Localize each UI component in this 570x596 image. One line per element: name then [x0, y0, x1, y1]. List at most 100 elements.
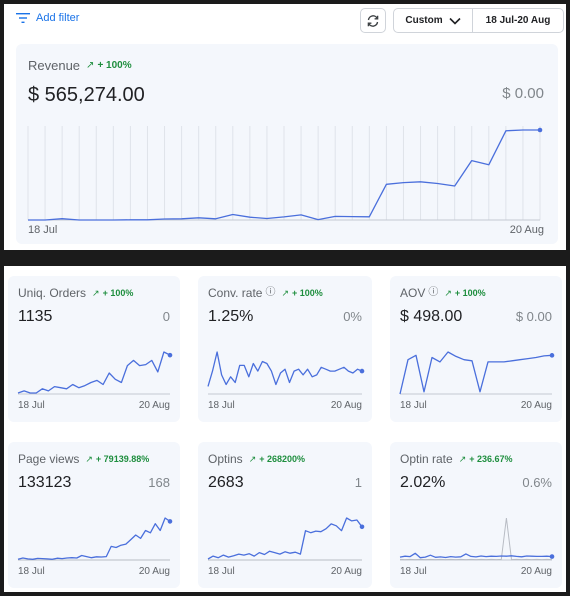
range-mode-label: Custom — [405, 15, 443, 26]
metric-value: 1.25% — [208, 308, 254, 325]
metric-axis-start: 18 Jul — [400, 566, 427, 577]
metric-axis-end: 20 Aug — [520, 566, 552, 577]
refresh-button[interactable] — [360, 8, 386, 33]
bottom-panel: Uniq. Orders ↗ + 100% 1135 0 18 Jul 20 Au… — [4, 266, 566, 592]
revenue-previous-value: $ 0.00 — [502, 85, 544, 102]
metric-title-row: Uniq. Orders ↗ + 100% — [18, 286, 133, 300]
metric-title-row: AOV ⓘ ↗ + 100% — [400, 286, 486, 300]
metric-trend: ↗ + 100% — [281, 288, 322, 299]
metric-chart — [207, 351, 365, 395]
revenue-axis-end: 20 Aug — [509, 224, 544, 236]
metric-previous-value: 0 — [162, 309, 170, 324]
metric-axis-end: 20 Aug — [520, 400, 552, 411]
metric-value: 2683 — [208, 474, 244, 491]
metric-card-page-views[interactable]: Page views ↗ + 79139.88% 133123 168 18 Ju… — [8, 442, 180, 588]
metric-chart — [17, 351, 173, 395]
add-filter-button[interactable]: Add filter — [16, 12, 79, 24]
revenue-title: Revenue — [28, 58, 81, 73]
info-icon[interactable]: ⓘ — [428, 286, 439, 298]
last-point-marker — [359, 524, 365, 530]
date-range-control: Custom 18 Jul-20 Aug — [393, 8, 564, 33]
metric-chart — [17, 517, 173, 561]
metric-value: 133123 — [18, 474, 72, 491]
metric-card-optin-rate[interactable]: Optin rate ↗ + 236.67% 2.02% 0.6% 18 Jul … — [390, 442, 562, 588]
revenue-title-row: Revenue ↗ + 100% — [28, 58, 132, 73]
metric-title-row: Optin rate ↗ + 236.67% — [400, 452, 513, 466]
metric-trend-value: + 100% — [454, 288, 486, 298]
metric-title: Page views — [18, 452, 80, 466]
series-line — [17, 351, 171, 394]
metric-value: $ 498.00 — [400, 308, 463, 325]
revenue-value: $ 565,274.00 — [28, 84, 145, 106]
metric-trend: ↗ + 100% — [92, 288, 133, 299]
series-line — [399, 351, 553, 395]
trend-up-icon: ↗ — [444, 287, 452, 298]
metric-value: 2.02% — [400, 474, 446, 491]
series-line — [17, 517, 171, 560]
metric-axis-start: 18 Jul — [18, 566, 45, 577]
metric-axis-end: 20 Aug — [138, 566, 170, 577]
trend-up-icon: ↗ — [281, 287, 290, 298]
metric-axis-start: 18 Jul — [208, 400, 235, 411]
metric-title: AOV — [400, 286, 426, 300]
metric-previous-value: 1 — [354, 475, 362, 490]
date-range-picker[interactable]: 18 Jul-20 Aug — [473, 9, 563, 32]
metric-previous-value: 0% — [343, 309, 362, 324]
revenue-chart — [27, 126, 543, 221]
metric-trend: ↗ + 236.67% — [459, 454, 513, 465]
date-range-label: 18 Jul-20 Aug — [485, 15, 551, 26]
metric-trend: ↗ + 100% — [444, 288, 485, 299]
metric-card-optins[interactable]: Optins ↗ + 268200% 2683 1 18 Jul 20 Aug — [198, 442, 372, 588]
revenue-card[interactable]: Revenue ↗ + 100% $ 565,274.00 $ 0.00 18 … — [16, 44, 558, 244]
metric-title: Optin rate — [400, 452, 453, 466]
filter-icon — [16, 13, 30, 23]
metric-title: Uniq. Orders — [18, 286, 87, 300]
info-icon[interactable]: ⓘ — [265, 286, 276, 298]
series-line — [207, 517, 363, 560]
revenue-axis-start: 18 Jul — [28, 224, 58, 236]
top-panel: Add filter Custom 18 Jul-20 Aug Re — [4, 4, 566, 250]
metric-axis-start: 18 Jul — [18, 400, 45, 411]
section-divider — [0, 252, 570, 266]
refresh-icon — [367, 14, 379, 27]
metric-axis-end: 20 Aug — [330, 566, 362, 577]
metric-axis-start: 18 Jul — [400, 400, 427, 411]
metric-trend-value: + 236.67% — [469, 454, 513, 464]
trend-up-icon: ↗ — [86, 60, 95, 71]
last-point-marker — [537, 127, 543, 133]
metric-card-uniq-orders[interactable]: Uniq. Orders ↗ + 100% 1135 0 18 Jul 20 Au… — [8, 276, 180, 422]
last-point-marker — [549, 554, 555, 559]
trend-up-icon: ↗ — [92, 287, 100, 298]
metric-previous-value: 0.6% — [522, 475, 552, 490]
metric-previous-value: 168 — [148, 475, 170, 490]
metric-title-row: Optins ↗ + 268200% — [208, 452, 305, 466]
metric-trend-value: + 79139.88% — [95, 454, 150, 464]
trend-up-icon: ↗ — [85, 453, 93, 464]
add-filter-label: Add filter — [36, 12, 80, 24]
last-point-marker — [359, 368, 365, 374]
metric-chart — [207, 517, 365, 561]
series-line — [399, 552, 553, 559]
last-point-marker — [167, 519, 173, 524]
range-mode-select[interactable]: Custom — [394, 9, 473, 32]
metric-trend-value: + 100% — [102, 288, 134, 298]
metric-trend-value: + 268200% — [259, 454, 306, 464]
metric-trend-value: + 100% — [292, 288, 323, 298]
metric-title-row: Page views ↗ + 79139.88% — [18, 452, 149, 466]
metric-title-row: Conv. rate ⓘ ↗ + 100% — [208, 286, 323, 300]
metric-card-aov[interactable]: AOV ⓘ ↗ + 100% $ 498.00 $ 0.00 18 Jul 20 … — [390, 276, 562, 422]
metric-title: Optins — [208, 452, 243, 466]
trend-up-icon: ↗ — [458, 453, 467, 464]
trend-up-icon: ↗ — [248, 453, 257, 464]
toolbar: Add filter Custom 18 Jul-20 Aug — [4, 4, 566, 38]
metric-card-conv-rate[interactable]: Conv. rate ⓘ ↗ + 100% 1.25% 0% 18 Jul 20 … — [198, 276, 372, 422]
chevron-down-icon — [449, 17, 461, 25]
revenue-trend-value: + 100% — [97, 60, 132, 71]
metric-axis-end: 20 Aug — [330, 400, 362, 411]
metric-axis-end: 20 Aug — [138, 400, 170, 411]
comparison-series-line — [399, 517, 553, 561]
metric-axis-start: 18 Jul — [208, 566, 235, 577]
metric-value: 1135 — [18, 308, 53, 325]
metric-chart — [399, 351, 555, 395]
metric-trend: ↗ + 79139.88% — [85, 454, 149, 465]
